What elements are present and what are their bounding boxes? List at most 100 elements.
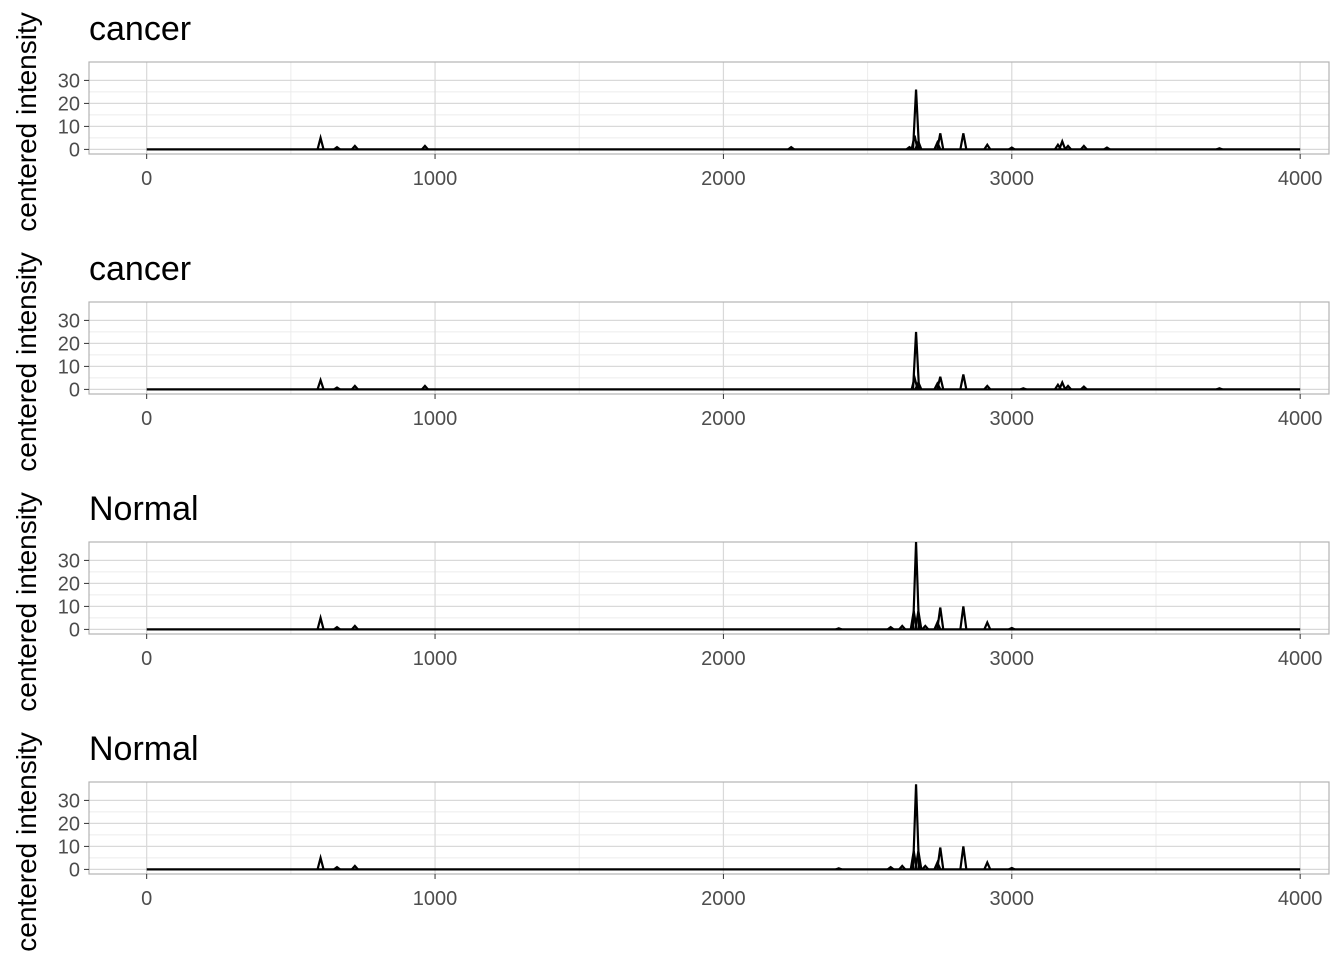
- spectrum-peak: [1019, 387, 1027, 391]
- y-axis-label: centered intensity: [11, 732, 42, 951]
- spectrum-peak: [914, 850, 923, 870]
- y-tick-label: 30: [58, 70, 80, 92]
- spectrum-peak: [351, 624, 359, 631]
- y-tick-label: 20: [58, 813, 80, 835]
- spectrum-peak: [959, 374, 968, 390]
- spectrum-peak: [983, 619, 992, 630]
- spectrum-peak: [914, 138, 923, 150]
- panel-border: [88, 541, 1330, 635]
- spectrum-peak: [351, 384, 359, 391]
- y-tick-label: 20: [58, 93, 80, 115]
- x-tick-label: 2000: [701, 408, 746, 430]
- x-tick-label: 4000: [1278, 168, 1323, 190]
- spectrum-peak: [1008, 626, 1016, 631]
- spectrum-peak: [983, 859, 992, 870]
- spectrum-peak: [787, 145, 795, 151]
- spectrum-peak: [316, 613, 325, 630]
- spectrum-peak: [936, 376, 945, 390]
- spectrum-peak: [914, 379, 923, 390]
- spectrum-peak: [887, 625, 895, 631]
- spectrum-peak: [911, 784, 921, 870]
- spectrum-peak: [936, 133, 945, 150]
- spectrum-peak: [887, 865, 895, 871]
- panel-border: [88, 61, 1330, 155]
- panel-title: Normal: [89, 490, 199, 528]
- spectrum-peak: [1064, 384, 1072, 391]
- spectrum-peak: [898, 864, 907, 871]
- spectrum-peak: [898, 624, 907, 631]
- y-tick-label: 10: [58, 356, 80, 378]
- spectrum-peak: [333, 625, 341, 631]
- spectrum-peak: [1008, 866, 1016, 871]
- spectrum-peak: [316, 853, 325, 870]
- spectrum-peak: [1008, 146, 1016, 151]
- panel-border: [88, 301, 1330, 395]
- spectrum-peak: [1080, 385, 1088, 391]
- y-axis-label: centered intensity: [11, 12, 42, 231]
- spectrum-peak: [1103, 146, 1111, 151]
- x-tick-label: 2000: [701, 888, 746, 910]
- spectrum-peak: [1058, 379, 1067, 390]
- spectrum-peak: [1058, 138, 1067, 150]
- spectrum-peak: [936, 847, 945, 870]
- spectrum-peak: [933, 381, 942, 390]
- x-tick-label: 2000: [701, 648, 746, 670]
- x-tick-label: 1000: [413, 888, 458, 910]
- y-tick-label: 10: [58, 596, 80, 618]
- spectrum-peak: [911, 331, 921, 390]
- y-axis-label: centered intensity: [11, 492, 42, 711]
- spectrum-peak: [351, 144, 359, 151]
- x-tick-label: 1000: [413, 408, 458, 430]
- spectrum-peak: [921, 624, 930, 631]
- x-tick-label: 3000: [990, 168, 1035, 190]
- spectrum-peak: [333, 145, 341, 151]
- panel-title: cancer: [89, 10, 191, 48]
- x-tick-label: 3000: [990, 648, 1035, 670]
- spectrum-peak: [959, 846, 968, 870]
- x-tick-label: 4000: [1278, 648, 1323, 670]
- x-tick-label: 0: [141, 408, 152, 430]
- spectrum-peak: [936, 607, 945, 630]
- spectrum-peak: [421, 144, 429, 151]
- spectrum-peak: [933, 139, 942, 150]
- y-tick-label: 20: [58, 573, 80, 595]
- spectrum-peak: [835, 867, 843, 871]
- x-tick-label: 0: [141, 168, 152, 190]
- y-tick-label: 10: [58, 116, 80, 138]
- spectrum-peak: [921, 864, 930, 871]
- x-tick-label: 4000: [1278, 888, 1323, 910]
- x-tick-label: 0: [141, 648, 152, 670]
- x-tick-label: 1000: [413, 648, 458, 670]
- x-tick-label: 2000: [701, 168, 746, 190]
- panel-title: Normal: [89, 730, 199, 768]
- spectrum-peak: [1064, 144, 1072, 151]
- panel-title: cancer: [89, 250, 191, 288]
- spectrum-peak: [1216, 387, 1223, 391]
- y-tick-label: 0: [69, 139, 80, 161]
- spectrum-peak: [911, 89, 921, 150]
- y-tick-label: 0: [69, 859, 80, 881]
- spectrum-peak: [1080, 144, 1088, 151]
- x-tick-label: 3000: [990, 888, 1035, 910]
- spectrum-peak: [983, 384, 992, 391]
- y-tick-label: 30: [58, 790, 80, 812]
- panel-border: [88, 781, 1330, 875]
- y-axis-label: centered intensity: [11, 252, 42, 471]
- x-tick-label: 3000: [990, 408, 1035, 430]
- spectrum-peak: [835, 627, 843, 631]
- x-tick-label: 4000: [1278, 408, 1323, 430]
- y-tick-label: 30: [58, 310, 80, 332]
- y-tick-label: 0: [69, 379, 80, 401]
- spectrum-peak: [351, 864, 359, 871]
- y-tick-label: 30: [58, 550, 80, 572]
- spectrum-peak: [911, 541, 921, 630]
- spectrum-peak: [959, 606, 968, 630]
- spectrum-peak: [983, 142, 992, 151]
- spectrum-peak: [914, 610, 923, 630]
- spectrum-peak: [316, 376, 325, 390]
- x-tick-label: 0: [141, 888, 152, 910]
